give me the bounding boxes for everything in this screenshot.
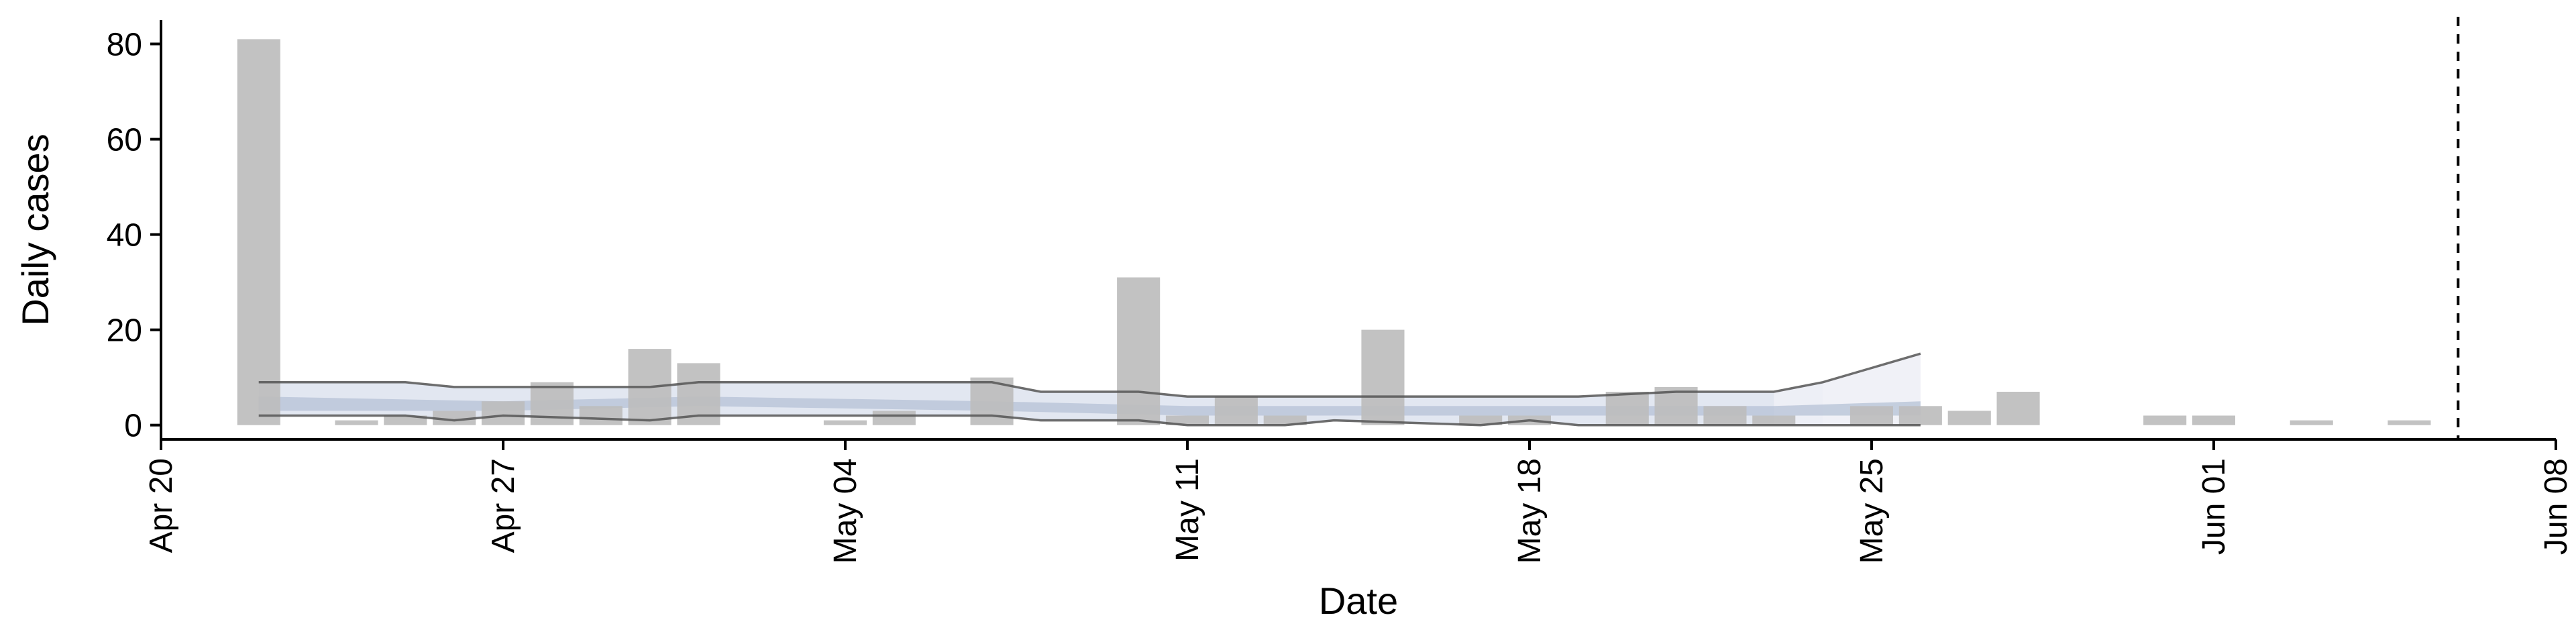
x-tick-label: May 04 (828, 458, 863, 564)
y-tick-label: 60 (107, 123, 142, 158)
case-bar (1165, 415, 1209, 425)
case-bar (1947, 411, 1991, 425)
x-tick-label: Jun 08 (2538, 458, 2574, 555)
case-bar (237, 39, 280, 425)
case-bar (1361, 329, 1405, 425)
case-bar (1459, 415, 1503, 425)
case-bar (1898, 406, 1942, 425)
case-bar (1849, 406, 1893, 425)
case-bar (384, 415, 427, 425)
case-bar (1263, 415, 1307, 425)
x-tick-label: May 11 (1170, 458, 1205, 561)
y-tick-label: 40 (107, 218, 142, 254)
inner-interval-band (258, 396, 1921, 416)
x-axis-ticks: Apr 20 Apr 27 May 04 May 11 May 18 May 25 Jun … (144, 439, 2574, 564)
y-tick-label: 80 (107, 28, 142, 63)
case-bar (481, 401, 525, 425)
axes: 0 20 40 60 80 Apr 20 Apr 27 May 04 May 11 May 18… (107, 20, 2574, 564)
case-bar (1214, 396, 1258, 425)
case-bar (2143, 415, 2187, 425)
case-bar (2192, 415, 2235, 425)
y-tick-label: 20 (107, 313, 142, 349)
x-tick-label: May 25 (1854, 458, 1890, 564)
case-bar (872, 411, 916, 425)
case-bar (433, 411, 476, 425)
x-tick-label: May 18 (1512, 458, 1548, 564)
case-bars (237, 39, 2431, 425)
y-axis-ticks: 0 20 40 60 80 (107, 28, 161, 444)
lower-bound-line (258, 414, 1921, 427)
y-axis-title: Daily cases (14, 133, 56, 325)
x-axis-title: Date (1319, 580, 1398, 622)
case-bar (1605, 392, 1649, 425)
x-tick-label: Apr 20 (144, 458, 179, 553)
estimate-band-lines (258, 352, 1921, 427)
case-bar (1117, 277, 1161, 425)
case-bar (1703, 406, 1747, 425)
y-tick-label: 0 (124, 409, 142, 444)
case-bar (2387, 420, 2431, 425)
case-bar (2290, 420, 2333, 425)
case-bar (579, 406, 623, 425)
case-bar (335, 420, 378, 425)
case-bar (1752, 415, 1796, 425)
x-tick-label: Jun 01 (2196, 458, 2232, 555)
upper-bound-line (258, 352, 1921, 398)
case-bar (1996, 392, 2040, 425)
x-tick-label: Apr 27 (486, 458, 521, 553)
case-bar (823, 420, 867, 425)
